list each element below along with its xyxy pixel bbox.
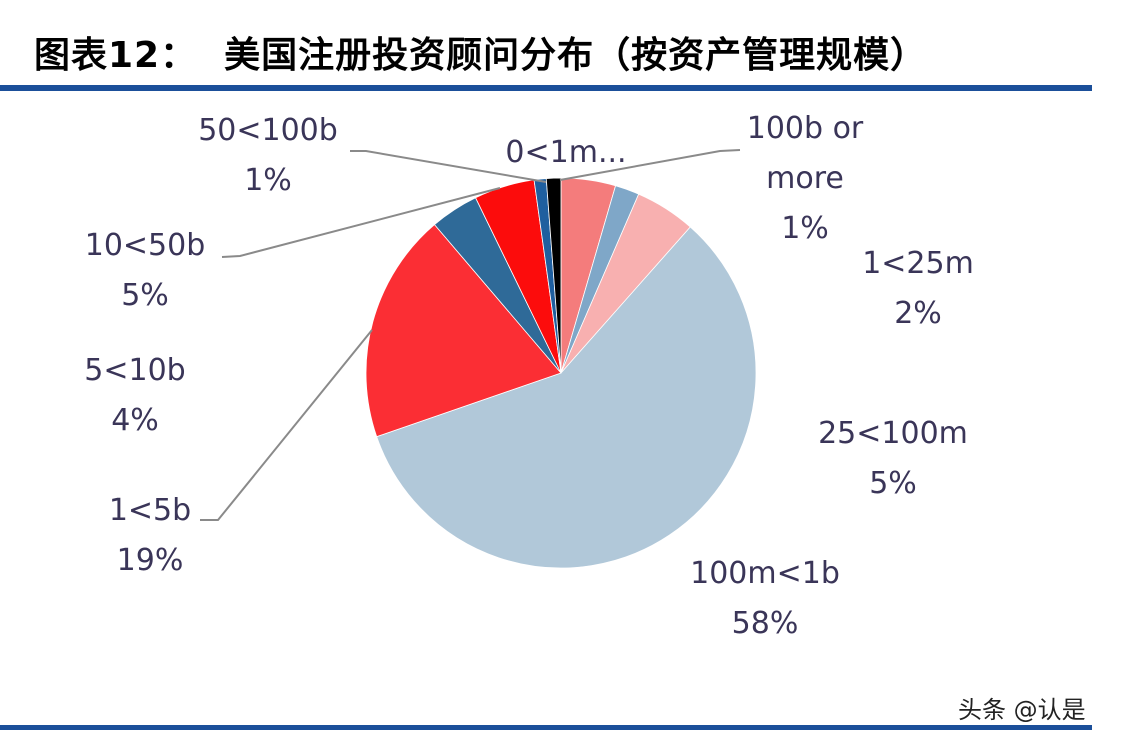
leader-line-10-50b: [221, 187, 501, 258]
pie-slice-4: [365, 224, 562, 438]
slice-label-8: 100b or more 1%: [747, 111, 864, 246]
top-rule: [0, 85, 1092, 91]
chart-title: 图表12： 美国注册投资顾问分布（按资产管理规模）: [34, 35, 928, 76]
leader-line-100b-more: [559, 149, 741, 181]
slice-label-7: 50<100b 1%: [198, 113, 338, 198]
pie-slice-8: [545, 177, 562, 374]
pie-slice-3: [376, 226, 757, 569]
watermark: 头条 @认是: [958, 696, 1086, 724]
slice-label-6: 10<50b 5%: [85, 228, 206, 313]
slice-label-0: 0<1m...: [505, 135, 626, 170]
slice-label-2: 25<100m 5%: [818, 416, 968, 501]
slice-label-4: 1<5b 19%: [109, 493, 191, 578]
slice-label-5: 5<10b 4%: [84, 353, 185, 438]
slice-label-3: 100m<1b 58%: [690, 556, 840, 641]
bottom-rule: [0, 725, 1092, 730]
leader-line-1-5b: [200, 329, 373, 521]
leader-line-50-100b: [350, 150, 547, 183]
slice-label-1: 1<25m 2%: [862, 246, 974, 331]
